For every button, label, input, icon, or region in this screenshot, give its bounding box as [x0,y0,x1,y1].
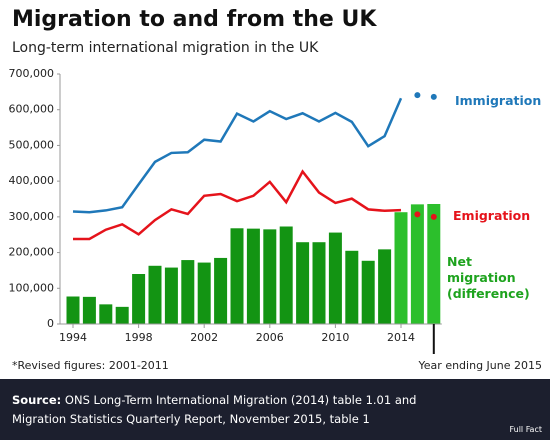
brand: Full Fact [509,425,542,434]
bar [345,250,359,324]
bar [115,306,129,324]
y-tick-label: 400,000 [9,174,55,187]
point [430,213,437,220]
x-tick-label: 2002 [190,331,218,344]
y-tick-label: 200,000 [9,246,55,259]
x-tick-label: 2014 [387,331,415,344]
bar [427,204,441,324]
point [430,93,437,100]
x-tick-label: 2010 [321,331,349,344]
bar [328,232,342,324]
bar [394,212,408,324]
bar [132,274,146,324]
source: Source: ONS Long-Term International Migr… [12,391,472,429]
bar [164,267,178,324]
source-text: ONS Long-Term International Migration (2… [12,393,417,426]
bar [66,296,80,324]
point [414,211,421,218]
bar [214,257,228,324]
series-label: Net migration (difference) [447,254,530,301]
chart-title: Migration to and from the UK [12,7,377,32]
y-tick-label: 100,000 [9,281,55,294]
x-tick-label: 1998 [125,331,153,344]
bar [361,260,375,324]
y-tick-label: 700,000 [9,67,55,80]
bar [181,260,195,324]
series-label: Emigration [453,208,531,223]
y-tick-label: 500,000 [9,138,55,151]
y-tick-label: 300,000 [9,210,55,223]
x-tick-label: 2006 [256,331,284,344]
annotation: Year ending June 2015 [418,359,542,372]
footer: Source: ONS Long-Term International Migr… [0,379,550,440]
line [73,169,402,241]
line [72,97,403,214]
bar [148,265,162,324]
bar [296,242,310,324]
chart: Migration to and from the UK Long-term i… [9,7,543,372]
y-tick-label: 0 [47,317,54,330]
bar [246,228,260,324]
bar [279,226,293,324]
bar [378,249,392,324]
bar [263,229,277,324]
series-label: Immigration [455,93,542,108]
footnote: *Revised figures: 2001-2011 [12,359,169,372]
y-tick-label: 600,000 [9,103,55,116]
bar [82,296,96,324]
bar [410,204,424,324]
bar [99,304,113,324]
bar [197,262,211,324]
bar [312,242,326,324]
x-tick-label: 1994 [59,331,87,344]
point [414,92,421,99]
bar [230,228,244,324]
source-label: Source: [12,393,62,407]
chart-subtitle: Long-term international migration in the… [12,40,319,56]
